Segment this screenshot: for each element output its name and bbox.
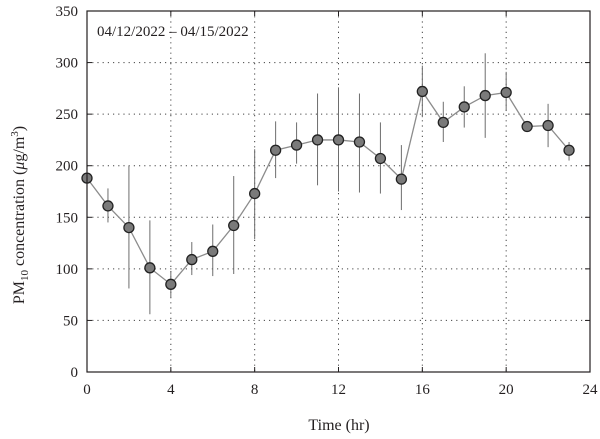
x-tick-label: 0 bbox=[83, 382, 91, 398]
data-point bbox=[144, 262, 156, 274]
x-tick-label: 12 bbox=[331, 382, 346, 398]
y-axis-title-suffix: ) bbox=[11, 126, 28, 131]
data-point bbox=[269, 144, 282, 156]
data-point bbox=[123, 221, 135, 234]
x-tick-label: 4 bbox=[167, 382, 175, 398]
data-point bbox=[521, 120, 533, 133]
data-point bbox=[563, 144, 575, 156]
data-point bbox=[249, 187, 261, 200]
y-tick-label: 0 bbox=[71, 365, 79, 381]
x-tick-label: 8 bbox=[251, 382, 259, 398]
data-point bbox=[479, 89, 491, 102]
x-tick-label: 24 bbox=[583, 382, 599, 398]
y-tick-label: 100 bbox=[56, 262, 79, 278]
y-tick-label: 150 bbox=[56, 210, 79, 226]
data-point bbox=[207, 245, 219, 257]
data-markers bbox=[81, 85, 575, 290]
x-tick-label: 16 bbox=[415, 382, 431, 398]
axis-ticks: 0 4 8 12 16 20 24 0 50 100 150 200 250 300 350 bbox=[56, 4, 599, 398]
data-point bbox=[395, 173, 408, 185]
data-point bbox=[228, 219, 240, 232]
data-point bbox=[500, 86, 512, 99]
data-point bbox=[542, 119, 554, 132]
y-tick-label: 200 bbox=[56, 159, 79, 175]
data-point bbox=[186, 253, 198, 266]
y-axis-title: PM10 concentration (μg/m3) bbox=[9, 126, 31, 304]
data-point bbox=[416, 85, 428, 98]
y-axis-title-superscript: 3 bbox=[9, 131, 21, 137]
data-point bbox=[290, 139, 303, 151]
y-axis-title-subscript: 10 bbox=[19, 270, 31, 282]
x-axis-title: Time (hr) bbox=[308, 417, 369, 434]
y-axis-title-mu: μ bbox=[11, 162, 28, 171]
x-tick-label: 20 bbox=[499, 382, 514, 398]
date-range-annotation: 04/12/2022 – 04/15/2022 bbox=[97, 24, 249, 40]
y-axis-title-middle: concentration ( bbox=[11, 170, 28, 270]
y-tick-label: 350 bbox=[56, 4, 79, 20]
y-axis-title-unit: g/m bbox=[11, 136, 28, 161]
y-tick-label: 250 bbox=[56, 107, 79, 123]
data-point bbox=[332, 134, 345, 146]
y-axis-title-prefix: PM bbox=[11, 281, 28, 304]
y-tick-label: 300 bbox=[56, 56, 79, 72]
y-tick-label: 50 bbox=[63, 313, 78, 329]
data-point bbox=[165, 278, 177, 290]
data-point bbox=[311, 134, 324, 146]
grid-lines bbox=[87, 11, 590, 372]
data-point bbox=[353, 136, 366, 148]
data-point bbox=[102, 200, 114, 212]
data-point bbox=[458, 101, 470, 113]
data-point bbox=[374, 152, 387, 165]
data-point bbox=[437, 116, 449, 129]
